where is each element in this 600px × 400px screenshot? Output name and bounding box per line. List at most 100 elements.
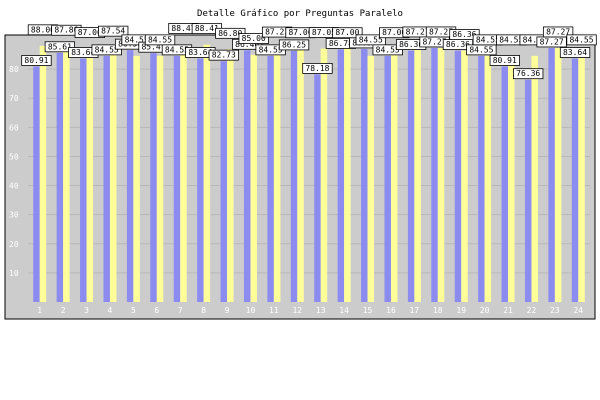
bar <box>454 50 462 303</box>
svg-text:84.55: 84.55 <box>499 35 523 44</box>
bar <box>203 44 211 303</box>
data-label: 87.27 <box>536 36 567 48</box>
svg-text:84.55: 84.55 <box>165 45 189 54</box>
svg-text:87.00: 87.00 <box>382 28 406 37</box>
svg-text:76.36: 76.36 <box>516 69 540 78</box>
bar <box>33 66 40 302</box>
svg-text:84.55: 84.55 <box>476 35 500 44</box>
x-tick-label: 17 <box>410 306 420 315</box>
x-tick-label: 18 <box>433 306 443 315</box>
data-label: 78.18 <box>302 63 333 74</box>
x-tick-label: 19 <box>456 306 466 315</box>
bar <box>548 47 555 303</box>
data-label: 87.00 <box>332 27 363 39</box>
bar <box>220 61 228 303</box>
bar <box>180 44 187 302</box>
svg-text:84.55: 84.55 <box>259 45 283 54</box>
svg-text:86.36: 86.36 <box>399 40 423 49</box>
bar <box>478 55 485 302</box>
x-axis-ticks: 1 2 3 4 5 6 7 8 9 10 11 12 13 14 15 16 17 18 19 20 21 22 23 24 <box>37 306 583 315</box>
svg-text:80.91: 80.91 <box>24 56 48 65</box>
x-tick-label: 13 <box>316 306 326 315</box>
grid-lines <box>28 68 590 274</box>
x-tick-label: 8 <box>201 306 206 315</box>
svg-text:87.23: 87.23 <box>265 28 289 37</box>
svg-text:84.55: 84.55 <box>148 35 172 44</box>
bar <box>150 53 157 302</box>
bar <box>80 58 87 303</box>
svg-text:85.47: 85.47 <box>141 43 165 52</box>
x-tick-label: 6 <box>154 306 159 315</box>
svg-text:78.18: 78.18 <box>305 64 329 73</box>
svg-text:86.46: 86.46 <box>235 40 259 49</box>
bar <box>367 55 375 302</box>
bar <box>314 74 321 302</box>
y-tick-label: 30 <box>9 211 19 220</box>
data-label: 83.64 <box>559 47 591 58</box>
bar <box>571 58 579 303</box>
x-tick-label: 16 <box>386 306 396 315</box>
x-tick-label: 4 <box>108 306 113 315</box>
x-tick-label: 11 <box>269 306 279 315</box>
bar <box>39 45 47 302</box>
bar <box>197 58 204 303</box>
data-label: 85.00 <box>238 33 269 44</box>
bar <box>126 50 134 303</box>
svg-text:83.64: 83.64 <box>188 48 212 57</box>
bars <box>33 44 585 303</box>
bar <box>133 55 140 302</box>
svg-text:83.64: 83.64 <box>563 48 587 57</box>
bar <box>461 50 468 303</box>
x-tick-label: 24 <box>573 306 583 315</box>
y-tick-label: 80 <box>9 65 19 74</box>
data-label: 84.55 <box>91 44 122 56</box>
data-label: 82.73 <box>208 49 239 61</box>
svg-text:87.00: 87.00 <box>288 28 312 37</box>
svg-text:87.27: 87.27 <box>540 37 564 46</box>
svg-text:83.64: 83.64 <box>71 48 95 57</box>
bar <box>431 47 438 303</box>
bar <box>524 79 532 303</box>
svg-text:84.55: 84.55 <box>523 35 547 44</box>
bar <box>414 47 421 303</box>
svg-text:86.78: 86.78 <box>329 39 353 48</box>
svg-text:84.55: 84.55 <box>95 45 119 54</box>
y-tick-label: 10 <box>9 269 19 278</box>
bar <box>273 48 281 302</box>
bar <box>407 50 415 303</box>
bar <box>243 50 251 303</box>
y-axis-ticks: 10 20 30 40 50 60 70 80 <box>9 65 19 278</box>
x-tick-label: 22 <box>527 306 537 315</box>
y-tick-label: 60 <box>9 123 19 132</box>
bar <box>267 55 274 302</box>
svg-text:85.00: 85.00 <box>242 34 266 43</box>
bar <box>578 55 585 302</box>
y-tick-label: 20 <box>9 240 19 249</box>
chart-title: Detalle Gráfico por Preguntas Paralelo <box>197 9 403 19</box>
bar <box>384 55 391 302</box>
bar <box>437 47 445 303</box>
svg-text:88.47: 88.47 <box>171 24 195 33</box>
bar <box>344 48 351 302</box>
svg-text:87.27: 87.27 <box>429 27 453 36</box>
bar <box>109 47 117 303</box>
svg-text:87.00: 87.00 <box>335 28 359 37</box>
x-tick-label: 12 <box>292 306 302 315</box>
x-tick-label: 3 <box>84 306 89 315</box>
x-tick-label: 21 <box>503 306 513 315</box>
data-label: 84.55 <box>144 34 176 46</box>
svg-text:88.41: 88.41 <box>195 24 219 33</box>
data-label: 85.61 <box>44 41 76 53</box>
svg-text:87.54: 87.54 <box>101 27 125 36</box>
svg-text:87.86: 87.86 <box>54 26 78 35</box>
bar <box>56 52 64 302</box>
bar <box>501 66 509 302</box>
data-label: 80.91 <box>489 55 520 66</box>
y-tick-label: 50 <box>9 152 19 161</box>
svg-text:86.25: 86.25 <box>282 40 306 49</box>
svg-text:86.36: 86.36 <box>452 30 476 39</box>
bar <box>250 54 257 302</box>
bar <box>484 55 492 302</box>
y-tick-label: 70 <box>9 94 19 103</box>
svg-text:84.55: 84.55 <box>469 45 493 54</box>
